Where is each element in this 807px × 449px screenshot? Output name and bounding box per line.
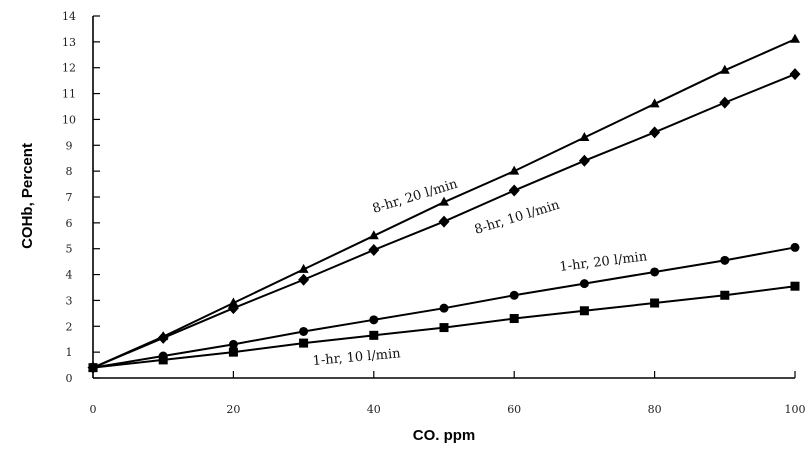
series-label-1hr-10: 1-hr, 10 l/min xyxy=(312,346,402,369)
y-tick-label-4: 4 xyxy=(66,269,73,282)
series-2-point-2 xyxy=(228,339,238,349)
series-0-point-4 xyxy=(368,230,379,240)
y-tick-label-0: 0 xyxy=(66,372,73,385)
series-1-point-4 xyxy=(368,244,380,257)
series-2-point-5 xyxy=(439,303,449,313)
x-tick-label-0: 0 xyxy=(90,403,97,416)
series-3-point-7 xyxy=(579,306,589,316)
series-3-point-8 xyxy=(650,298,660,308)
series-2 xyxy=(88,242,800,373)
series-1-point-2 xyxy=(227,302,239,315)
series-3-point-10 xyxy=(790,281,800,291)
series-1-point-8 xyxy=(649,126,661,139)
labels-layer: CO. ppm COHb, Percent 8-hr, 20 l/min 8-h… xyxy=(19,143,649,444)
y-tick-label-14: 14 xyxy=(62,10,76,23)
series-3-point-5 xyxy=(439,323,449,333)
y-tick-label-11: 11 xyxy=(62,88,76,101)
x-tick-label-1: 20 xyxy=(226,403,240,416)
series-0 xyxy=(88,33,800,372)
series-1-point-1 xyxy=(157,331,169,344)
series-3-point-2 xyxy=(228,347,238,357)
series-3-point-1 xyxy=(158,355,168,365)
y-tick-label-7: 7 xyxy=(66,191,73,204)
series-2-point-9 xyxy=(720,255,730,265)
series-3-point-9 xyxy=(720,290,730,300)
series-3-point-0 xyxy=(88,363,98,373)
series-0-point-10 xyxy=(790,33,800,43)
series-2-point-3 xyxy=(299,326,309,336)
y-tick-label-1: 1 xyxy=(66,346,73,359)
series-0-point-2 xyxy=(228,297,239,307)
x-tick-label-4: 80 xyxy=(648,403,662,416)
series-3 xyxy=(88,281,800,373)
y-axis-title: COHb, Percent xyxy=(19,143,36,249)
series-0-point-3 xyxy=(298,263,309,273)
series-2-point-10 xyxy=(790,242,800,252)
x-axis-title: CO. ppm xyxy=(413,427,476,444)
y-tick-label-5: 5 xyxy=(66,243,73,256)
series-label-1hr-20: 1-hr, 20 l/min xyxy=(559,249,649,275)
series-layer xyxy=(87,33,801,374)
y-tick-label-6: 6 xyxy=(66,217,73,230)
series-3-point-3 xyxy=(299,338,309,348)
y-tick-label-2: 2 xyxy=(66,320,73,333)
series-2-point-6 xyxy=(509,290,519,300)
series-1-point-10 xyxy=(789,68,801,81)
x-tick-label-5: 100 xyxy=(785,403,806,416)
series-2-point-4 xyxy=(369,315,379,325)
series-1-point-3 xyxy=(298,273,310,286)
series-0-point-6 xyxy=(509,165,520,175)
series-2-point-8 xyxy=(650,267,660,277)
series-3-point-6 xyxy=(509,314,519,324)
series-1-point-6 xyxy=(508,184,520,197)
y-tick-label-8: 8 xyxy=(66,165,73,178)
series-1-point-9 xyxy=(719,96,731,109)
y-tick-label-10: 10 xyxy=(62,113,76,126)
y-tick-label-12: 12 xyxy=(62,62,76,75)
x-tick-label-2: 40 xyxy=(367,403,381,416)
series-2-point-7 xyxy=(579,279,589,289)
series-0-point-7 xyxy=(579,132,590,142)
series-1-point-7 xyxy=(578,154,590,167)
series-0-point-8 xyxy=(649,98,660,108)
series-0-point-9 xyxy=(719,64,730,74)
y-tick-label-13: 13 xyxy=(62,36,76,49)
series-1-point-5 xyxy=(438,215,450,228)
series-3-point-4 xyxy=(369,330,379,340)
y-tick-label-3: 3 xyxy=(66,294,73,307)
series-label-8hr-20: 8-hr, 20 l/min xyxy=(371,177,460,217)
y-tick-label-9: 9 xyxy=(66,139,73,152)
series-0-point-5 xyxy=(439,196,449,206)
x-tick-label-3: 60 xyxy=(507,403,521,416)
